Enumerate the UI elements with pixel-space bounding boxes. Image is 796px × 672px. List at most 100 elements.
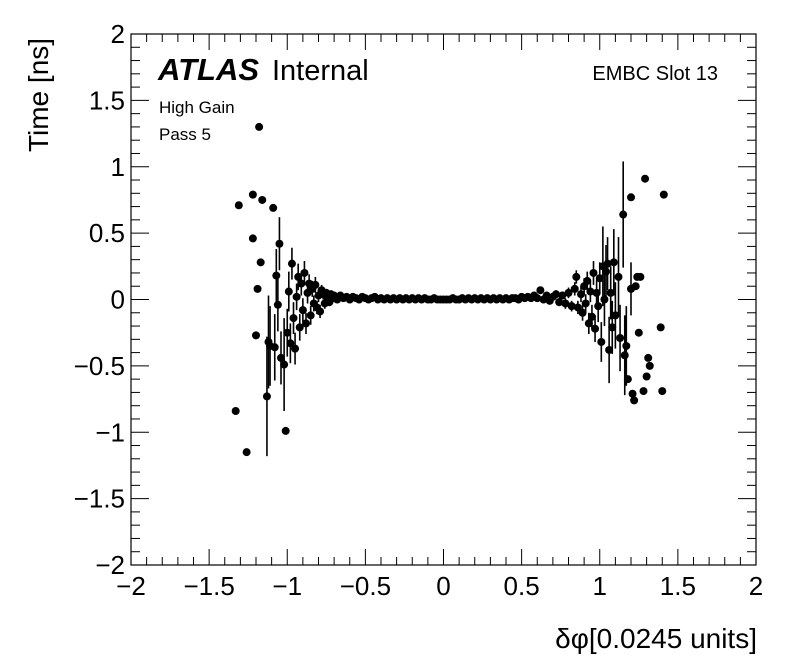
slot-label: EMBC Slot 13 (592, 63, 718, 85)
data-point (642, 372, 651, 381)
data-point (586, 287, 595, 296)
data-point (609, 258, 618, 267)
data-point (594, 302, 603, 311)
data-point (291, 344, 300, 353)
data-point (558, 291, 567, 300)
data-point (616, 333, 625, 342)
data-point (281, 426, 290, 435)
data-point (658, 387, 667, 396)
data-point (234, 201, 243, 210)
data-point (577, 290, 585, 299)
x-tick-label: 0 (436, 571, 450, 601)
data-point (659, 190, 668, 199)
data-point (645, 361, 654, 370)
data-point (311, 280, 320, 289)
y-axis-label: Time [ns] (23, 38, 54, 152)
data-point (567, 302, 576, 311)
atlas-label: ATLAS (157, 52, 259, 87)
data-point (306, 311, 315, 320)
data-point (294, 272, 303, 281)
data-point (248, 234, 257, 243)
data-point (641, 174, 650, 183)
data-point (262, 392, 271, 401)
data-point (631, 282, 640, 291)
data-point (564, 288, 573, 297)
data-point (284, 287, 293, 296)
x-tick-label: −2 (116, 571, 146, 601)
y-tick-label: −0.5 (74, 351, 125, 381)
data-point (623, 375, 632, 384)
data-point (302, 319, 310, 328)
tick-labels: −2 −1.5 −1 −0.5 0 0.5 1 1.5 2 −2 −1.5 −1 −0.5 0 0.5 1 1.… (74, 19, 764, 601)
data-point (295, 323, 304, 332)
data-point (573, 303, 582, 312)
data-point (570, 284, 579, 293)
pass-label: Pass 5 (159, 125, 211, 144)
x-tick-label: 1.5 (660, 571, 696, 601)
data-point (628, 389, 637, 398)
data-point (316, 307, 325, 316)
data-point (298, 306, 307, 315)
data-point (258, 195, 267, 204)
x-axis-label: δφ[0.0245 units] (555, 623, 757, 654)
data-point (275, 239, 284, 248)
data-point (605, 345, 614, 354)
data-point (656, 323, 665, 332)
data-point (644, 353, 653, 362)
data-point (597, 337, 606, 346)
x-tick-label: 0.5 (504, 571, 540, 601)
data-point (273, 300, 282, 309)
x-tick-label: −1 (272, 571, 302, 601)
data-point (589, 268, 598, 277)
data-point (277, 353, 285, 362)
data-point (634, 328, 643, 337)
data-point (620, 351, 629, 360)
data-point (630, 396, 639, 405)
data-point (533, 294, 542, 303)
y-tick-label: −2 (95, 550, 125, 580)
data-point (561, 299, 570, 308)
data-point (606, 288, 615, 297)
data-point (602, 267, 610, 276)
data-point (619, 210, 628, 219)
data-point (252, 331, 260, 340)
data-point (297, 279, 306, 288)
data-point (587, 312, 596, 321)
y-tick-label: −1 (95, 417, 125, 447)
data-point (600, 295, 609, 304)
data-point (300, 268, 309, 277)
data-point (622, 341, 631, 350)
data-point (286, 339, 295, 348)
data-point (536, 286, 545, 295)
data-point (231, 407, 240, 416)
data-point (555, 298, 564, 307)
gain-label: High Gain (159, 98, 235, 117)
data-point (292, 292, 301, 301)
data-point (269, 203, 278, 212)
data-point (272, 271, 281, 280)
data-point (289, 314, 298, 323)
data-point (591, 324, 600, 333)
data-point (627, 193, 635, 202)
data-point (584, 319, 593, 328)
data-point (253, 284, 262, 293)
axis-ticks (130, 33, 757, 566)
data-point (552, 290, 560, 299)
data-point (614, 272, 623, 281)
internal-label: Internal (272, 55, 369, 87)
data-point (572, 272, 581, 281)
data-point (256, 258, 265, 267)
data-point (636, 272, 645, 281)
data-point (595, 274, 604, 283)
y-tick-label: 2 (111, 19, 125, 49)
data-point (578, 308, 587, 317)
data-points (231, 122, 668, 457)
y-tick-label: 1 (111, 152, 125, 182)
y-tick-label: −1.5 (74, 484, 125, 514)
data-point (287, 259, 296, 268)
y-tick-label: 0 (111, 285, 125, 315)
data-point (283, 328, 292, 337)
data-point (611, 311, 620, 320)
x-tick-label: −0.5 (340, 571, 391, 601)
